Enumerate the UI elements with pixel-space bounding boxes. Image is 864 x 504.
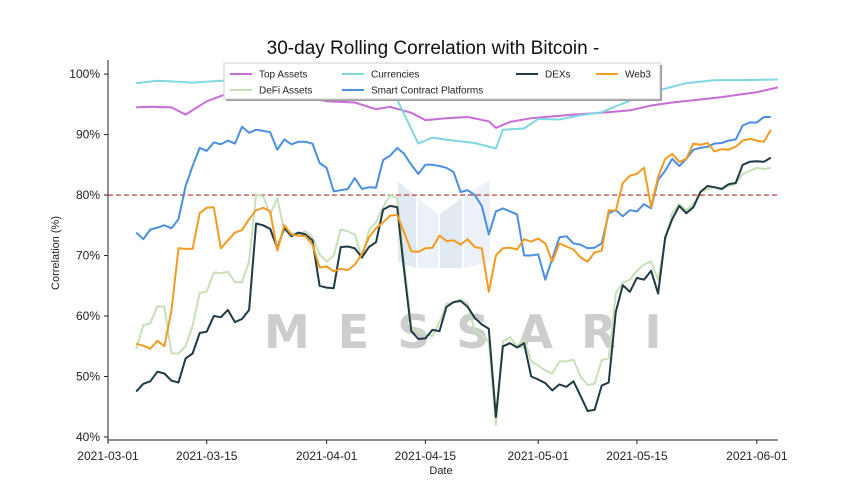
legend-label-top-assets: Top Assets	[259, 70, 307, 81]
x-tick-label: 2021-03-15	[176, 449, 238, 463]
y-tick-label: 40%	[76, 430, 100, 444]
x-tick-label: 2021-04-15	[395, 449, 457, 463]
y-tick-label: 70%	[76, 249, 100, 263]
x-tick-label: 2021-04-01	[296, 449, 358, 463]
y-tick-label: 90%	[76, 128, 100, 142]
messari-logo-mark	[398, 180, 490, 268]
legend: Top Assets Currencies DEXs Web3 DeFi Assets S…	[223, 62, 662, 101]
legend-label-web3: Web3	[625, 70, 651, 81]
x-tick-label: 2021-05-01	[508, 449, 570, 463]
y-axis-label: Correlation (%)	[50, 216, 62, 290]
legend-label-smart-contract-platforms: Smart Contract Platforms	[371, 86, 483, 97]
x-axis-label: Date	[429, 465, 452, 477]
axes: 40% 50% 60% 70% 80% 90% 100% 2021-03-01 2021-03-…	[50, 60, 788, 477]
y-tick-label: 100%	[69, 67, 100, 81]
x-tick-label: 2021-05-15	[606, 449, 668, 463]
series-line-dexs	[135, 156, 772, 418]
series-line-smart-contract-platforms	[135, 116, 771, 281]
x-tick-label: 2021-03-01	[77, 449, 139, 463]
y-tick-label: 60%	[76, 309, 100, 323]
y-tick-label: 50%	[76, 369, 100, 383]
legend-label-dexs: DEXs	[545, 70, 571, 81]
x-tick-label: 2021-06-01	[726, 449, 788, 463]
legend-label-defi-assets: DeFi Assets	[259, 86, 312, 97]
messari-watermark: MESSARI	[264, 180, 690, 359]
chart-title: 30-day Rolling Correlation with Bitcoin …	[267, 38, 600, 59]
watermark-text: MESSARI	[264, 305, 690, 359]
y-tick-label: 80%	[76, 188, 100, 202]
legend-label-currencies: Currencies	[371, 70, 419, 81]
series-line-web3	[135, 129, 772, 350]
legend-box	[223, 62, 661, 100]
